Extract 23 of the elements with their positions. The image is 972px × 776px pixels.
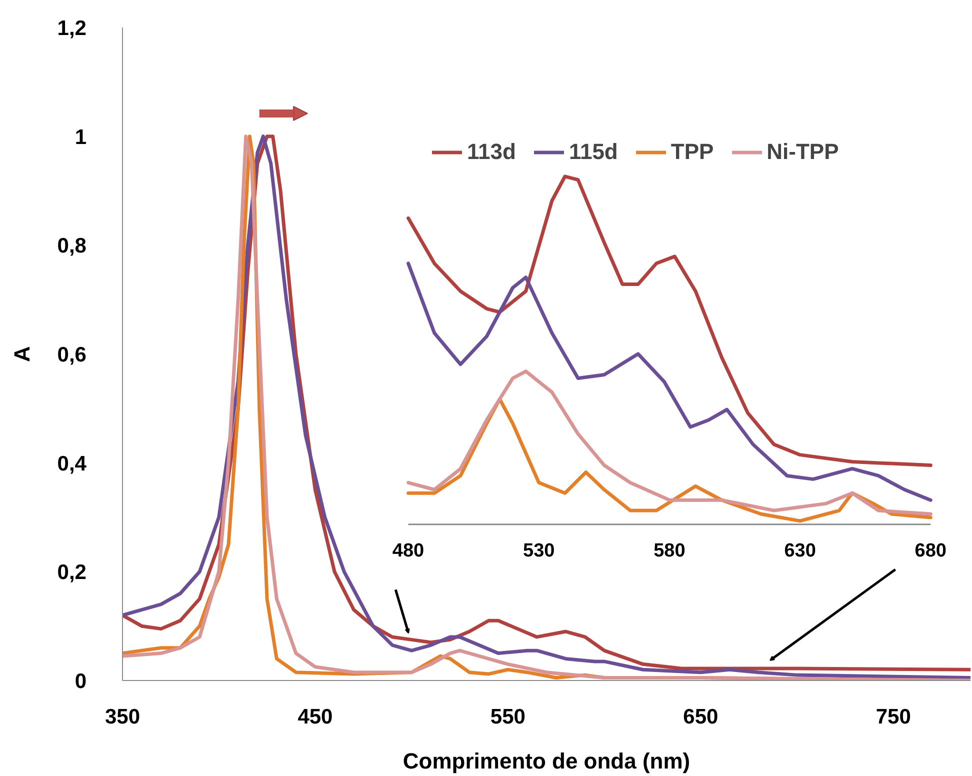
x-tick-label: 480 [392, 540, 424, 562]
legend-label: TPP [670, 139, 714, 165]
legend-label: Ni-TPP [766, 139, 839, 165]
x-tick-label: 750 [876, 706, 911, 728]
y-tick-label: 1 [74, 126, 87, 149]
y-tick-label: 0 [74, 670, 87, 693]
legend-label: 115d [568, 139, 618, 165]
x-axis-title: Comprimento de onda (nm) [402, 748, 690, 774]
x-tick-label: 350 [104, 706, 140, 728]
x-tick-label: 450 [298, 706, 333, 728]
y-tick-label: 0,2 [57, 561, 87, 584]
x-tick-label: 530 [523, 540, 555, 562]
y-tick-label: 0,6 [57, 344, 87, 366]
y-tick-label: 1,2 [57, 17, 87, 40]
x-tick-label: 680 [914, 540, 946, 562]
x-tick-label: 550 [490, 706, 526, 728]
x-tick-label: 580 [654, 540, 686, 562]
y-axis-title: A [9, 346, 34, 362]
x-tick-label: 630 [784, 540, 816, 562]
y-tick-label: 0,8 [57, 234, 87, 258]
legend-label: 113d [467, 139, 516, 165]
x-tick-label: 650 [683, 706, 718, 728]
y-tick-label: 0,4 [57, 452, 87, 476]
